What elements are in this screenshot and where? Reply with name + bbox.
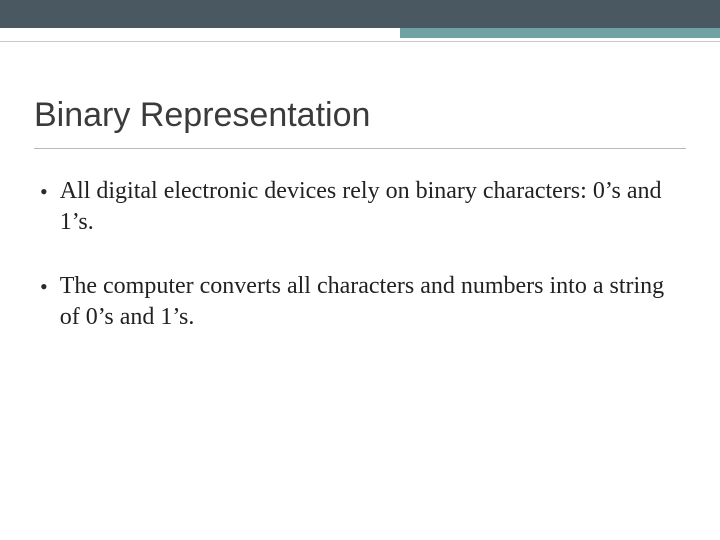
bullet-dot-icon: • <box>40 178 48 206</box>
bullet-item: • All digital electronic devices rely on… <box>40 176 672 237</box>
slide-body: • All digital electronic devices rely on… <box>40 176 672 367</box>
title-underline <box>34 148 686 149</box>
slide: Binary Representation • All digital elec… <box>0 0 720 540</box>
bullet-dot-icon: • <box>40 273 48 301</box>
slide-title: Binary Representation <box>34 96 686 135</box>
bullet-text: All digital electronic devices rely on b… <box>60 176 672 237</box>
thin-divider <box>0 41 720 42</box>
top-bar <box>0 0 720 28</box>
bullet-item: • The computer converts all characters a… <box>40 271 672 332</box>
accent-bar <box>400 28 720 38</box>
bullet-text: The computer converts all characters and… <box>60 271 672 332</box>
title-wrap: Binary Representation <box>34 96 686 135</box>
